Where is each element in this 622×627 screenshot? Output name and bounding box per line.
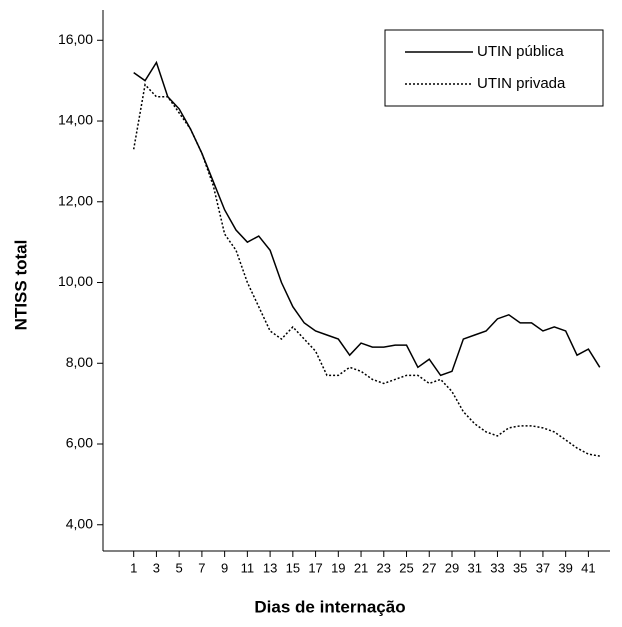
y-tick-label: 4,00 [66,515,93,531]
x-tick-label: 13 [263,560,277,575]
y-tick-label: 10,00 [58,273,93,289]
series-line [133,60,601,377]
x-tick-label: 1 [130,560,137,575]
x-tick-label: 7 [198,560,205,575]
x-tick-label: 17 [308,560,322,575]
legend-box [384,29,604,107]
x-tick-label: 11 [241,560,255,575]
x-tick-label: 37 [536,560,550,575]
x-tick-label: 41 [581,560,595,575]
series-line [132,83,600,457]
x-tick-label: 21 [354,560,368,575]
x-tick-label: 29 [445,560,459,575]
x-tick-label: 31 [467,560,481,575]
x-tick-label: 25 [399,560,413,575]
x-tick-label: 35 [513,560,527,575]
y-tick-label: 12,00 [58,192,93,208]
y-tick-label: 8,00 [66,354,93,370]
legend-label: UTIN pública [477,43,564,60]
x-tick-label: 39 [558,560,572,575]
y-tick-label: 14,00 [58,112,93,128]
x-tick-label: 33 [490,560,504,575]
x-axis-label: Dias de internação [254,597,405,616]
y-tick-label: 16,00 [58,31,93,47]
y-tick-label: 6,00 [66,435,93,451]
x-tick-label: 15 [286,560,300,575]
x-tick-label: 9 [221,560,228,575]
x-tick-label: 19 [331,560,345,575]
x-tick-label: 27 [422,560,436,575]
legend-label: UTIN privada [477,75,566,92]
x-tick-label: 3 [153,560,160,575]
x-tick-label: 5 [176,560,183,575]
y-axis-label: NTISS total [11,240,30,331]
x-tick-label: 23 [377,560,391,575]
